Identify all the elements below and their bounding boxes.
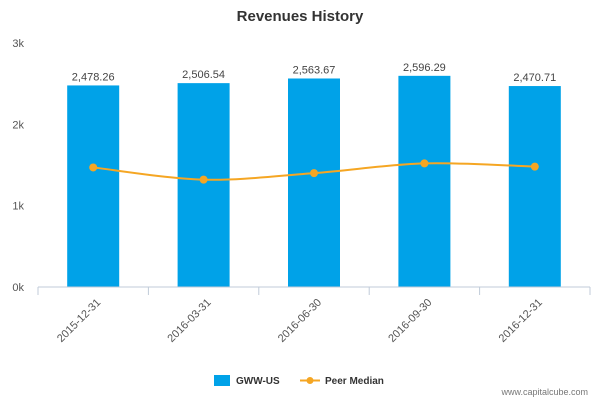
bar <box>398 75 451 287</box>
x-tick-label: 2016-09-30 <box>386 297 434 345</box>
legend-label-peer-median: Peer Median <box>325 376 384 387</box>
peer-median-point <box>89 163 98 172</box>
y-tick-label: 3k <box>12 38 24 50</box>
bar <box>177 83 230 287</box>
legend-swatch-gww-us <box>214 375 230 386</box>
peer-median-point <box>530 162 539 171</box>
peer-median-point <box>420 159 429 168</box>
y-axis: 0k 1k 2k 3k <box>12 38 24 294</box>
x-tick-label: 2015-12-31 <box>55 297 103 345</box>
y-tick-label: 1k <box>12 201 24 213</box>
peer-median-series <box>89 159 539 184</box>
y-tick-label: 0k <box>12 282 24 294</box>
y-tick-label: 2k <box>12 119 24 131</box>
bar-data-label: 2,506.54 <box>182 69 225 81</box>
bar-series: 2,478.26 2,506.54 2,563.67 2,596.29 2,470.71 <box>67 62 561 288</box>
bar-data-label: 2,478.26 <box>72 71 115 83</box>
bar <box>288 78 340 287</box>
legend-marker-peer-median <box>306 377 314 384</box>
legend: GWW-US Peer Median <box>214 375 384 387</box>
peer-median-point <box>199 175 208 184</box>
x-tick-label: 2016-12-31 <box>497 297 545 345</box>
x-axis: 2015-12-31 2016-03-31 2016-06-30 2016-09-30… <box>37 286 591 345</box>
peer-median-point <box>310 169 318 178</box>
x-tick-label: 2016-06-30 <box>276 297 324 345</box>
bar-data-label: 2,596.29 <box>403 62 446 74</box>
chart-title: Revenues History <box>237 8 364 25</box>
bar-data-label: 2,470.71 <box>513 72 556 84</box>
bar <box>67 85 120 288</box>
legend-label-gww-us: GWW-US <box>236 376 280 387</box>
x-tick-label: 2016-03-31 <box>165 297 213 345</box>
bar-data-label: 2,563.67 <box>293 64 336 76</box>
credit-text: www.capitalcube.com <box>500 387 588 397</box>
bar <box>508 86 561 287</box>
